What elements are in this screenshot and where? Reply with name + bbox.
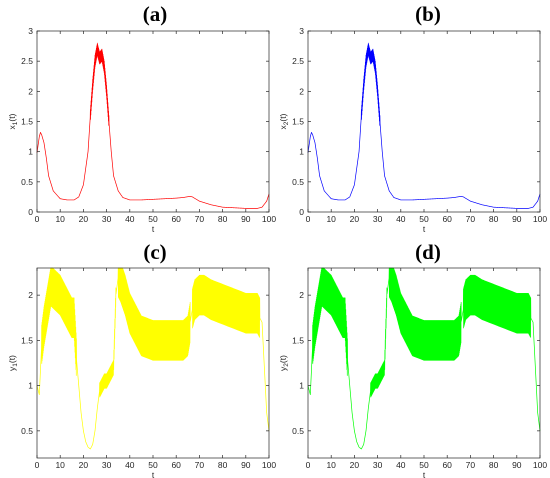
x-tick-label: 30 bbox=[373, 460, 383, 470]
x-tick-label: 100 bbox=[533, 214, 547, 224]
x-axis-label: t bbox=[152, 470, 155, 478]
plot-frame bbox=[36, 30, 270, 213]
series-line bbox=[36, 267, 270, 450]
x-tick-label: 50 bbox=[148, 214, 158, 224]
x-tick-label: 90 bbox=[241, 460, 251, 470]
y-tick-label: 1 bbox=[28, 147, 33, 157]
x-tick-label: 100 bbox=[262, 214, 276, 224]
y-tick-label: 2.5 bbox=[292, 56, 304, 66]
y-tick-label: 0.5 bbox=[292, 177, 304, 187]
x-tick-label: 60 bbox=[442, 460, 452, 470]
x-tick-label: 100 bbox=[533, 460, 547, 470]
x-tick-label: 0 bbox=[306, 460, 311, 470]
x-tick-label: 100 bbox=[262, 460, 276, 470]
x-tick-label: 30 bbox=[102, 460, 112, 470]
x-axis-label: t bbox=[423, 224, 426, 234]
y-tick-label: 0.5 bbox=[21, 177, 33, 187]
x-tick-label: 20 bbox=[79, 214, 89, 224]
y-tick-label: 2 bbox=[28, 290, 33, 300]
x-tick-label: 40 bbox=[396, 214, 406, 224]
x-tick-label: 10 bbox=[326, 460, 336, 470]
x-tick-label: 90 bbox=[512, 460, 522, 470]
y-tick-label: 0 bbox=[28, 207, 33, 217]
x-tick-label: 80 bbox=[218, 214, 228, 224]
x-tick-label: 40 bbox=[125, 460, 135, 470]
series-line bbox=[307, 267, 541, 450]
y-tick-label: 0.5 bbox=[21, 426, 33, 436]
x-axis-label: t bbox=[423, 470, 426, 478]
x-tick-label: 80 bbox=[489, 460, 499, 470]
x-tick-label: 80 bbox=[489, 214, 499, 224]
y-tick-label: 2.5 bbox=[21, 56, 33, 66]
x-tick-label: 10 bbox=[55, 460, 65, 470]
y-tick-label: 3 bbox=[28, 26, 33, 36]
x-tick-label: 90 bbox=[241, 214, 251, 224]
x-tick-label: 0 bbox=[35, 460, 40, 470]
y-tick-label: 1 bbox=[299, 381, 304, 391]
y-tick-label: 2 bbox=[299, 290, 304, 300]
y-tick-label: 1.5 bbox=[292, 335, 304, 345]
x-tick-label: 20 bbox=[79, 460, 89, 470]
x-tick-label: 70 bbox=[195, 214, 205, 224]
panel-c: (c) 0 10 20 30 40 50 60 70 80 90 100 0.5 1 1.5 2 t y1(t) bbox=[7, 240, 276, 478]
x-tick-label: 70 bbox=[466, 214, 476, 224]
x-tick-label: 70 bbox=[195, 460, 205, 470]
x-tick-label: 20 bbox=[350, 460, 360, 470]
x-tick-label: 80 bbox=[218, 460, 228, 470]
series-line bbox=[36, 42, 270, 209]
y-tick-label: 2 bbox=[28, 86, 33, 96]
y-axis-label: x2(t) bbox=[278, 113, 290, 129]
y-tick-label: 1 bbox=[299, 147, 304, 157]
panel-label: (a) bbox=[143, 2, 168, 26]
x-tick-label: 0 bbox=[306, 214, 311, 224]
y-tick-label: 1 bbox=[28, 381, 33, 391]
x-tick-label: 50 bbox=[419, 214, 429, 224]
x-tick-label: 30 bbox=[102, 214, 112, 224]
panel-a: (a) 0 10 20 30 40 50 60 70 80 90 100 0 0.5 1 1.5 2 2.5 3 t x… bbox=[7, 2, 276, 234]
y-tick-label: 2 bbox=[299, 86, 304, 96]
y-axis-label: y2(t) bbox=[278, 355, 290, 371]
x-axis-label: t bbox=[152, 224, 155, 234]
x-tick-label: 30 bbox=[373, 214, 383, 224]
x-tick-label: 10 bbox=[326, 214, 336, 224]
x-tick-label: 60 bbox=[171, 460, 181, 470]
plot-frame bbox=[307, 30, 541, 213]
y-axis-label: x1(t) bbox=[7, 113, 19, 129]
panel-label: (d) bbox=[415, 240, 441, 264]
x-tick-label: 40 bbox=[396, 460, 406, 470]
x-tick-label: 40 bbox=[125, 214, 135, 224]
y-tick-label: 3 bbox=[299, 26, 304, 36]
x-tick-label: 60 bbox=[442, 214, 452, 224]
series-line bbox=[307, 42, 541, 209]
panel-d: (d) 0 10 20 30 40 50 60 70 80 90 100 0.5 1 1.5 2 t y2(t) bbox=[278, 240, 547, 478]
y-tick-label: 1.5 bbox=[292, 117, 304, 127]
x-tick-label: 60 bbox=[171, 214, 181, 224]
x-tick-label: 70 bbox=[466, 460, 476, 470]
x-tick-label: 90 bbox=[512, 214, 522, 224]
x-tick-label: 50 bbox=[419, 460, 429, 470]
panel-b: (b) 0 10 20 30 40 50 60 70 80 90 100 0 0.5 1 1.5 2 2.5 3 t x… bbox=[278, 2, 547, 234]
y-tick-label: 1.5 bbox=[21, 335, 33, 345]
x-tick-label: 20 bbox=[350, 214, 360, 224]
panel-label: (c) bbox=[143, 240, 166, 264]
x-tick-label: 10 bbox=[55, 214, 65, 224]
y-tick-label: 0 bbox=[299, 207, 304, 217]
y-tick-label: 0.5 bbox=[292, 426, 304, 436]
x-tick-label: 0 bbox=[35, 214, 40, 224]
panel-label: (b) bbox=[415, 2, 441, 26]
y-axis-label: y1(t) bbox=[7, 355, 19, 371]
x-tick-label: 50 bbox=[148, 460, 158, 470]
y-tick-label: 1.5 bbox=[21, 117, 33, 127]
